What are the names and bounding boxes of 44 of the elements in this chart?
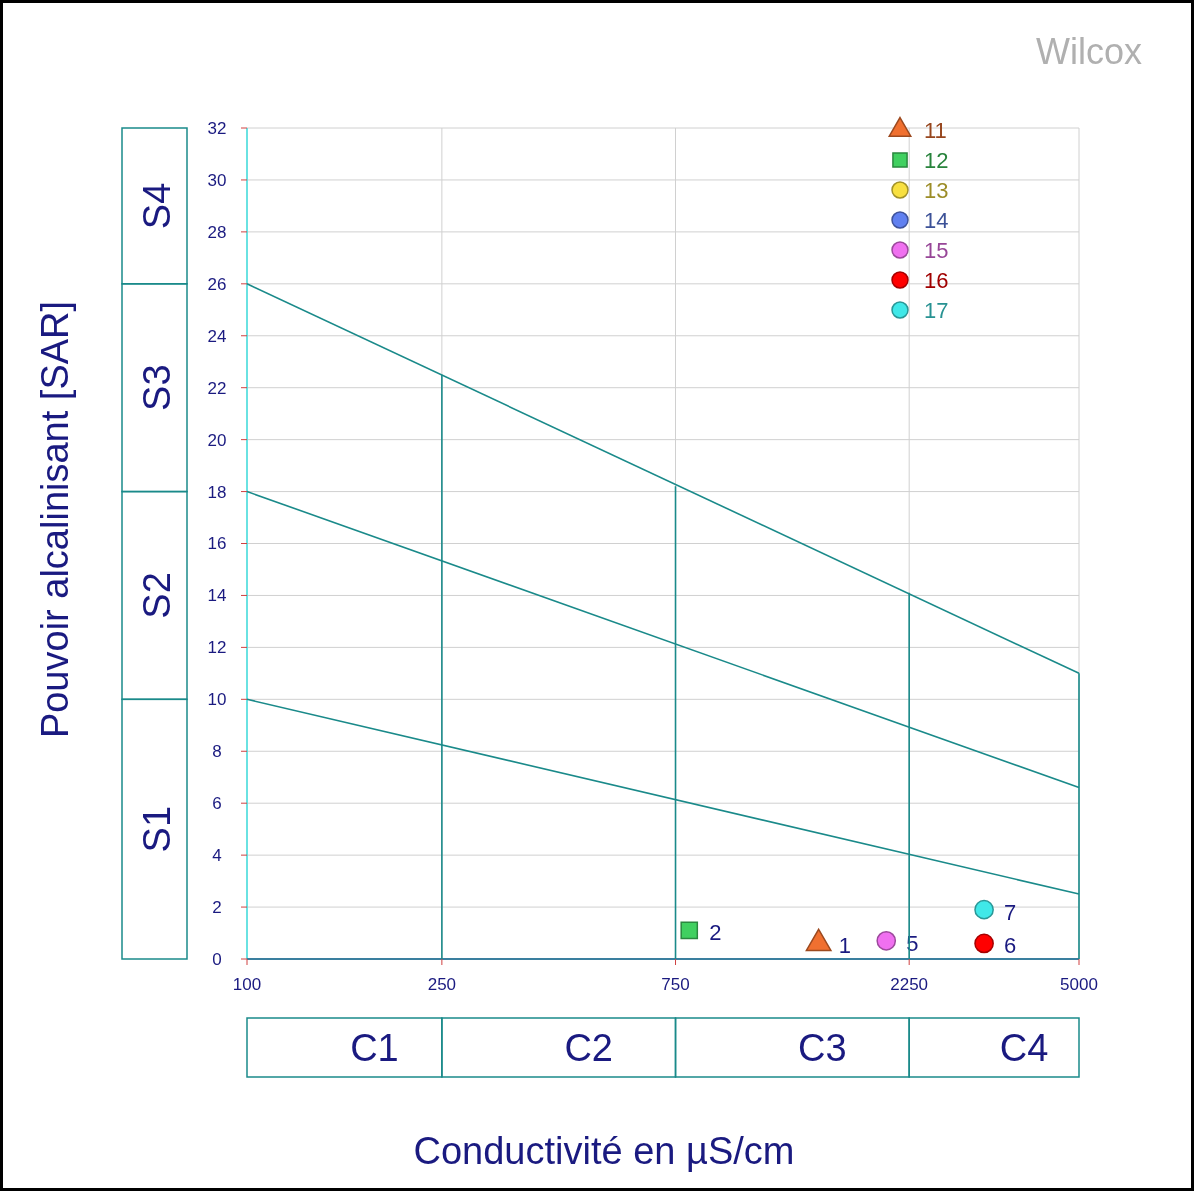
legend-label: 16 xyxy=(924,267,949,293)
y-tick-label: 6 xyxy=(212,794,222,814)
class-box: C2 xyxy=(441,1017,677,1078)
legend-label: 13 xyxy=(924,177,949,203)
y-tick-label: 28 xyxy=(207,222,227,242)
legend-label: 14 xyxy=(924,207,949,233)
y-tick-label: 2 xyxy=(212,898,222,918)
legend-label: 17 xyxy=(924,297,949,323)
annotation: 7 xyxy=(1004,899,1017,925)
legend-label: 12 xyxy=(924,147,949,173)
y-tick-label: 30 xyxy=(207,170,227,190)
legend-label: 15 xyxy=(924,237,949,263)
y-tick-label: 4 xyxy=(212,846,222,866)
x-tick-label: 250 xyxy=(427,975,457,994)
x-tick-label: 2250 xyxy=(890,975,929,994)
y-tick-label: 16 xyxy=(207,534,227,554)
y-tick-label: 14 xyxy=(207,586,227,606)
y-tick-label: 24 xyxy=(207,326,227,346)
y-tick-label: 12 xyxy=(207,638,227,658)
y-tick-label: 20 xyxy=(207,430,227,450)
x-tick-label: 5000 xyxy=(1060,975,1098,994)
annotation: 6 xyxy=(1004,933,1017,959)
y-tick-label: 32 xyxy=(207,118,227,138)
y-tick-label: 18 xyxy=(207,482,227,502)
class-box: S4 xyxy=(121,127,188,285)
chart-title: Wilcox xyxy=(1036,31,1142,72)
class-box: C3 xyxy=(674,1017,910,1078)
class-box: S3 xyxy=(121,283,188,493)
annotation: 1 xyxy=(838,933,851,959)
y-tick-label: 26 xyxy=(207,274,227,294)
x-tick-label: 100 xyxy=(232,975,262,994)
x-axis-title: Conductivité en µS/cm xyxy=(413,1130,795,1172)
class-box: S1 xyxy=(121,698,188,960)
legend-label: 11 xyxy=(924,117,947,143)
class-box: C4 xyxy=(908,1017,1080,1078)
y-axis-title: Pouvoir alcalinisant [SAR] xyxy=(34,300,76,739)
y-tick-label: 22 xyxy=(207,378,227,398)
x-tick-label: 750 xyxy=(661,975,690,994)
y-tick-label: 0 xyxy=(212,949,222,969)
y-tick-label: 10 xyxy=(207,690,227,710)
y-tick-label: 8 xyxy=(212,742,222,762)
annotation: 2 xyxy=(709,920,722,946)
class-box: C1 xyxy=(246,1017,443,1078)
class-box: S2 xyxy=(121,490,188,701)
